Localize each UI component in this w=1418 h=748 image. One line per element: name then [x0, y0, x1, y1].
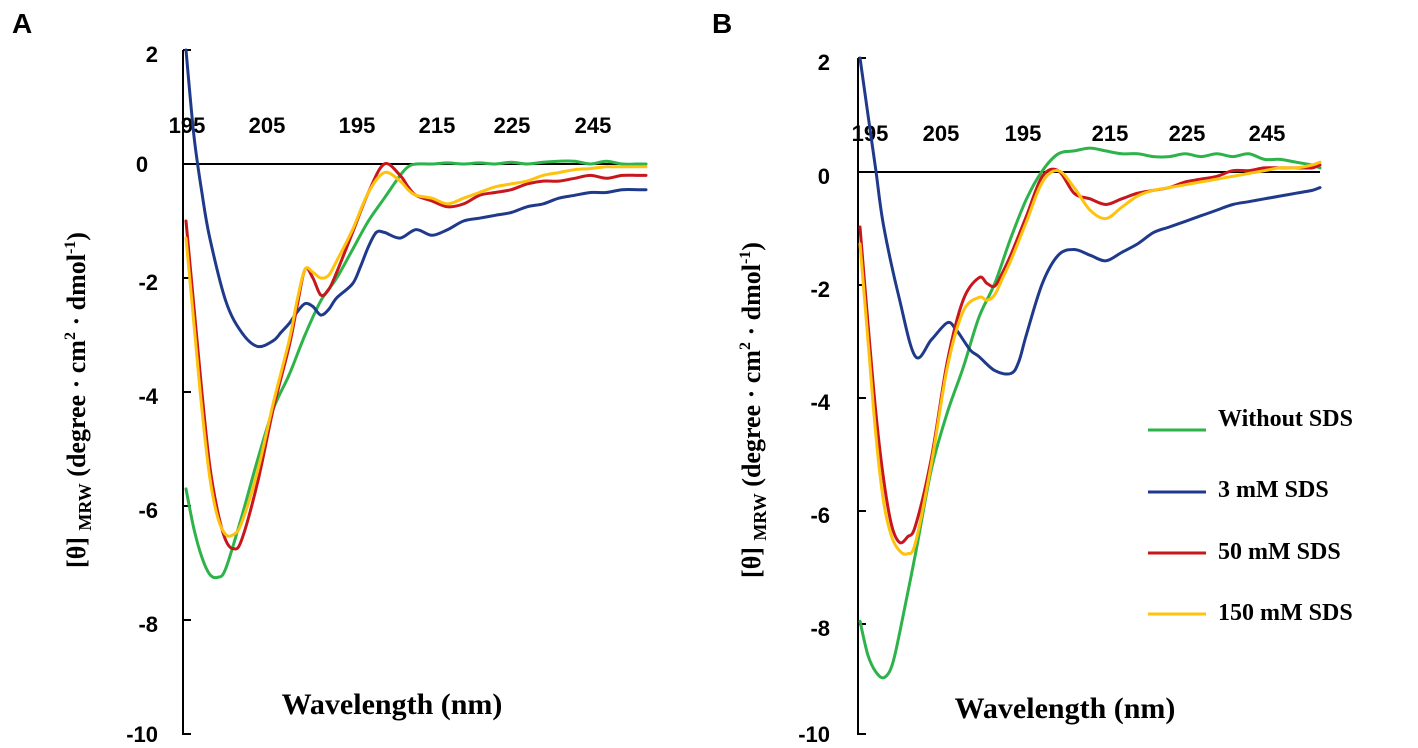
legend-label-150mm-sds: 150 mM SDS	[1218, 600, 1353, 626]
panel-b-xtick-label: 225	[1169, 121, 1206, 146]
panel-a-series-without-sds	[184, 159, 648, 580]
panel-b-y-axis-label: [θ] MRW (degree · cm2 · dmol-1)	[737, 242, 772, 578]
legend-label-50mm-sds: 50 mM SDS	[1218, 539, 1341, 565]
panel-a-letter: A	[12, 8, 32, 39]
panel-b-letter: B	[712, 8, 732, 39]
panel-a-xtick-label: 195	[339, 113, 376, 138]
legend-label-3mm-sds: 3 mM SDS	[1218, 477, 1329, 503]
panel-a-series-50mm-sds	[184, 162, 648, 551]
panel-a-ytick-label: -10	[126, 722, 158, 747]
panel-a-y-tick-labels: 2 -2 -4 -6 -8 -10	[126, 42, 159, 747]
panel-a-zero-label: 0	[136, 152, 148, 177]
panel-a-xtick-label: 245	[575, 113, 612, 138]
panel-a-x-tick-labels: 195 205 195 215 225 245	[169, 113, 612, 138]
panel-a-xtick-label: 215	[419, 113, 456, 138]
panel-a-ytick-label: -8	[138, 612, 158, 637]
panel-a-y-axis-label: [θ] MRW (degree · cm2 · dmol-1)	[62, 232, 97, 568]
panel-a: A 2 -2 -4 -6 -8 -10 0 195 205	[12, 8, 648, 747]
panel-a-ytick-label: -6	[138, 498, 158, 523]
panel-b-xtick-label: 205	[923, 121, 960, 146]
panel-b-series-50mm-sds	[858, 163, 1322, 545]
panel-b-ytick-label: 0	[818, 164, 830, 189]
panel-b-xtick-label: 245	[1249, 121, 1286, 146]
panel-b-ytick-label: -6	[810, 503, 830, 528]
panel-b: B 2 0 -2 -4 -6 -8 -10 195 205 195 215 22	[712, 8, 1353, 747]
panel-b-ytick-label: -2	[810, 277, 830, 302]
panel-b-series-3mm-sds	[858, 56, 1322, 376]
legend: Without SDS 3 mM SDS 50 mM SDS 150 mM SD…	[1148, 406, 1353, 626]
panel-a-x-axis-label: Wavelength (nm)	[282, 688, 503, 721]
panel-b-ytick-label: -10	[798, 722, 830, 747]
panel-b-ytick-label: 2	[818, 50, 830, 75]
panel-a-ytick-label: 2	[146, 42, 158, 67]
panel-b-xtick-label: 195	[1005, 121, 1042, 146]
panel-b-series	[858, 56, 1322, 680]
panel-a-series-150mm-sds	[184, 165, 648, 538]
panel-b-x-tick-labels: 195 205 195 215 225 245	[852, 121, 1286, 146]
panel-a-ytick-label: -4	[138, 384, 158, 409]
panel-a-ytick-label: -2	[138, 270, 158, 295]
panel-a-xtick-label: 225	[494, 113, 531, 138]
panel-b-series-without-sds	[858, 146, 1322, 680]
panel-b-y-tick-labels: 2 0 -2 -4 -6 -8 -10	[798, 50, 831, 747]
panel-a-series	[184, 48, 648, 580]
panel-b-xtick-label: 215	[1092, 121, 1129, 146]
panel-a-y-tick-marks	[183, 49, 191, 735]
panel-b-x-axis-label: Wavelength (nm)	[955, 692, 1176, 725]
panel-a-series-3mm-sds	[184, 48, 648, 349]
panel-b-ytick-label: -4	[810, 390, 830, 415]
legend-label-without-sds: Without SDS	[1218, 406, 1353, 432]
panel-b-ytick-label: -8	[810, 616, 830, 641]
panel-a-xtick-label: 205	[249, 113, 286, 138]
panel-a-xtick-label: 195	[169, 113, 206, 138]
panel-b-series-150mm-sds	[858, 160, 1322, 556]
